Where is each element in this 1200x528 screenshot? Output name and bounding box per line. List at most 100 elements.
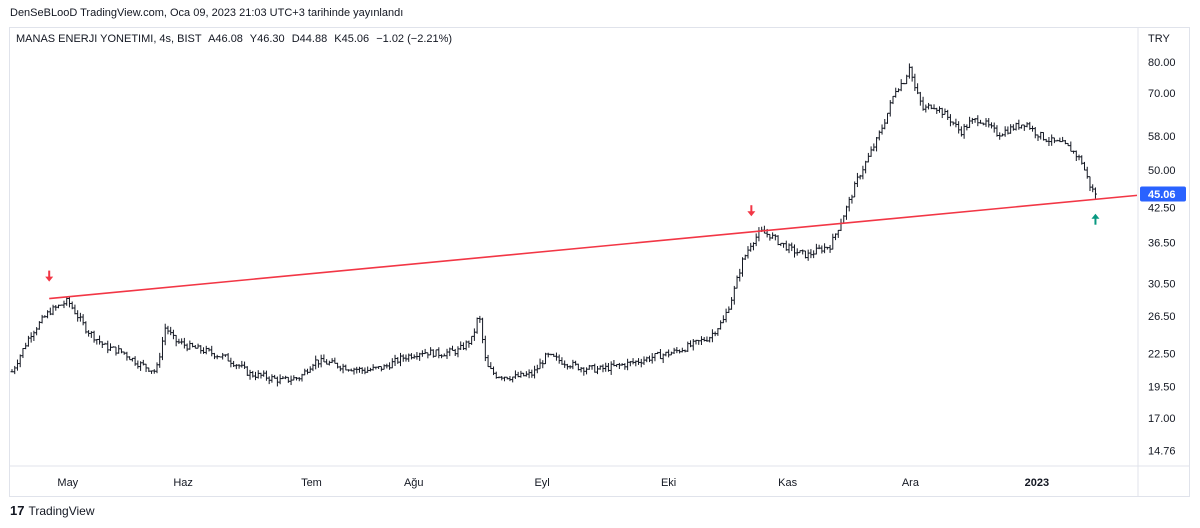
- price-bar: [415, 352, 419, 360]
- x-tick-label: Ağu: [404, 477, 424, 489]
- price-bar: [223, 354, 227, 357]
- price-bar: [78, 312, 82, 322]
- price-bar: [790, 242, 794, 252]
- price-bar: [828, 244, 832, 253]
- price-bar: [453, 348, 457, 357]
- price-bar: [653, 353, 657, 362]
- price-bar: [500, 375, 504, 381]
- price-bar: [678, 349, 682, 354]
- price-bar: [735, 275, 739, 289]
- price-bar: [661, 353, 665, 364]
- price-bar: [557, 354, 561, 364]
- low-value: D44.88: [291, 33, 328, 45]
- price-bar: [626, 358, 630, 371]
- price-bar: [292, 375, 296, 381]
- price-bar: [647, 355, 651, 363]
- price-bar: [544, 352, 548, 365]
- price-bar: [347, 369, 351, 372]
- price-bar: [987, 118, 991, 128]
- last-price-tag: 45.06: [1140, 186, 1186, 202]
- y-tick-label: 14.76: [1148, 446, 1176, 458]
- price-bar: [300, 373, 304, 382]
- price-bar: [721, 315, 725, 324]
- price-bar: [76, 310, 80, 322]
- price-bar: [513, 370, 517, 379]
- price-bar: [147, 367, 151, 372]
- footer-brand[interactable]: TradingView: [28, 503, 95, 518]
- price-bar: [773, 234, 777, 241]
- price-bar: [1069, 141, 1073, 152]
- price-bar: [620, 363, 624, 366]
- annotation-arrows: [45, 205, 1100, 282]
- price-bar: [13, 365, 17, 375]
- price-bar: [262, 370, 266, 377]
- price-bar: [814, 243, 818, 255]
- price-bar: [478, 315, 482, 323]
- open-value: A46.08: [208, 33, 243, 45]
- x-tick-label: Ara: [902, 477, 920, 489]
- price-bar: [51, 304, 55, 316]
- price-bar: [571, 359, 575, 370]
- price-bar: [259, 372, 263, 379]
- price-bar: [771, 232, 775, 239]
- x-tick-label: Tem: [301, 477, 322, 489]
- price-bar: [171, 329, 175, 340]
- price-bar: [119, 348, 123, 354]
- price-bar: [672, 347, 676, 355]
- price-bar: [601, 364, 605, 373]
- price-bar: [133, 356, 137, 366]
- price-bar: [21, 347, 25, 359]
- tradingview-logo-icon[interactable]: 17: [10, 503, 25, 518]
- price-bar: [160, 336, 164, 361]
- price-bar: [762, 225, 766, 234]
- price-bar: [866, 152, 870, 163]
- price-bar: [782, 242, 786, 248]
- price-bar: [568, 365, 572, 369]
- price-bar: [1074, 150, 1078, 162]
- last-price-label: 45.06: [1148, 189, 1176, 201]
- trendline[interactable]: [49, 194, 1138, 300]
- price-bar: [886, 112, 890, 124]
- price-bar: [139, 361, 143, 371]
- price-bar: [979, 119, 983, 124]
- price-bar: [158, 352, 162, 368]
- price-bar: [32, 330, 36, 341]
- price-bar: [1072, 150, 1076, 154]
- price-bar: [702, 337, 706, 342]
- price-bar: [795, 248, 799, 256]
- price-bar: [957, 121, 961, 134]
- arrow-down-icon: [45, 270, 54, 282]
- price-bar: [831, 233, 835, 250]
- price-bar: [667, 349, 671, 358]
- symbol-name[interactable]: MANAS ENERJI YONETIMI, 4s, BIST: [16, 33, 202, 45]
- price-bar: [579, 367, 583, 373]
- price-bar: [251, 370, 255, 378]
- price-bar: [642, 356, 646, 365]
- price-bar: [817, 244, 821, 250]
- price-bar: [1077, 154, 1081, 161]
- price-bar: [401, 354, 405, 362]
- price-bar: [341, 363, 345, 374]
- price-bar: [267, 376, 271, 385]
- price-bar: [943, 108, 947, 115]
- price-bar: [806, 249, 810, 261]
- price-bar: [377, 366, 381, 370]
- price-bar: [240, 360, 244, 368]
- price-bar: [199, 345, 203, 354]
- price-bar: [921, 96, 925, 111]
- x-tick-label: May: [57, 477, 78, 489]
- price-bar: [713, 331, 717, 337]
- price-bar: [464, 340, 468, 351]
- price-bar: [1083, 161, 1087, 171]
- price-bar: [899, 79, 903, 92]
- price-bar: [530, 369, 534, 378]
- price-bar: [658, 348, 662, 360]
- price-bar: [1066, 142, 1070, 147]
- price-bar: [869, 146, 873, 157]
- price-bar: [483, 335, 487, 362]
- price-bar: [842, 215, 846, 224]
- price-bar: [535, 364, 539, 374]
- price-bar: [606, 362, 610, 372]
- price-bar: [598, 365, 602, 370]
